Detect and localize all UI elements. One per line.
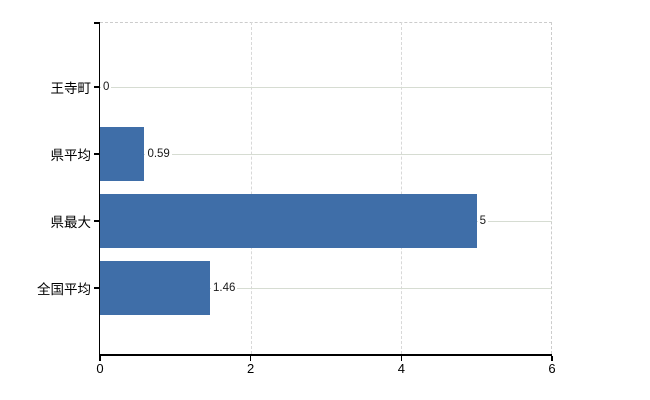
plot-area: 0 0.59 5 1.46 <box>93 22 553 361</box>
y-axis-line <box>98 22 100 354</box>
value-label: 0 <box>101 80 112 94</box>
x-axis-tick <box>249 355 252 361</box>
x-axis-tick-label: 2 <box>247 361 255 376</box>
y-axis-category-label: 王寺町 <box>50 81 92 96</box>
bar-県最大 <box>100 194 477 248</box>
vertical-gridline <box>401 22 403 354</box>
plot-border-top <box>100 22 552 23</box>
y-axis-category-label: 全国平均 <box>37 282 91 297</box>
y-axis-tick <box>93 153 99 155</box>
y-axis-tick <box>93 220 99 222</box>
x-axis-line <box>98 354 552 356</box>
x-axis-tick <box>99 355 101 361</box>
value-label: 0.59 <box>145 147 172 161</box>
y-axis-category-label: 県最大 <box>50 215 92 230</box>
x-axis-tick <box>551 355 553 361</box>
x-axis-tick-label: 0 <box>96 361 104 376</box>
x-axis-tick-label: 4 <box>397 361 405 376</box>
bar-全国平均 <box>100 261 210 315</box>
x-axis-tick-label: 6 <box>548 361 556 376</box>
value-label: 5 <box>477 214 489 228</box>
vertical-gridline <box>250 22 252 354</box>
horizontal-gridline <box>100 288 552 289</box>
x-axis-tick <box>400 355 403 361</box>
y-axis-tick <box>93 287 99 289</box>
plot-border-right <box>551 22 552 354</box>
value-label: 1.46 <box>210 281 238 295</box>
y-axis-top-cap <box>93 22 100 24</box>
y-axis-tick <box>93 86 99 88</box>
horizontal-gridline <box>100 87 552 88</box>
y-axis-category-label: 県平均 <box>50 148 92 163</box>
bar-県平均 <box>100 127 145 181</box>
horizontal-gridline <box>100 154 552 155</box>
